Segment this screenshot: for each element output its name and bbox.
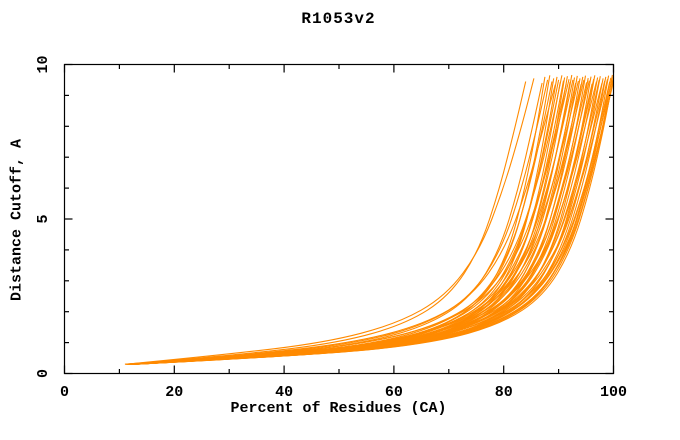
model-curve	[127, 75, 596, 365]
model-curve	[131, 78, 615, 365]
model-curve	[135, 81, 611, 365]
model-curve	[135, 81, 615, 365]
model-curve	[136, 81, 571, 365]
model-curve	[128, 76, 546, 365]
model-curve	[133, 80, 606, 365]
model-curve	[128, 79, 600, 365]
model-curve	[130, 82, 543, 365]
model-curve	[129, 76, 592, 365]
x-tick-label: 20	[165, 384, 183, 401]
model-curve	[124, 81, 527, 365]
x-tick-label: 40	[275, 384, 293, 401]
model-curve	[126, 76, 584, 365]
model-curve	[134, 78, 581, 365]
y-tick-label: 0	[35, 369, 52, 378]
model-curve	[133, 84, 556, 365]
model-curve	[133, 79, 574, 365]
model-curve	[127, 74, 573, 365]
model-curve	[132, 80, 590, 365]
chart-title: R1053v2	[301, 10, 376, 28]
model-curve	[136, 82, 603, 365]
y-tick-label: 5	[35, 214, 52, 223]
x-axis-label: Percent of Residues (CA)	[230, 400, 447, 417]
model-curve	[135, 77, 599, 365]
model-curve	[131, 76, 601, 365]
x-tick-label: 80	[495, 384, 513, 401]
model-curve	[133, 83, 593, 365]
model-curve	[134, 79, 609, 365]
y-tick-label: 10	[35, 55, 52, 73]
model-curve	[131, 82, 577, 365]
model-curve	[130, 81, 598, 365]
x-tick-label: 60	[385, 384, 403, 401]
model-curve	[128, 76, 615, 365]
x-tick-label: 100	[600, 384, 627, 401]
model-curve	[129, 80, 613, 365]
model-curve	[131, 79, 570, 365]
model-curve	[126, 78, 535, 365]
x-tick-label: 0	[60, 384, 69, 401]
model-curve	[135, 83, 567, 365]
model-curve	[129, 77, 576, 365]
model-curves	[124, 74, 615, 365]
